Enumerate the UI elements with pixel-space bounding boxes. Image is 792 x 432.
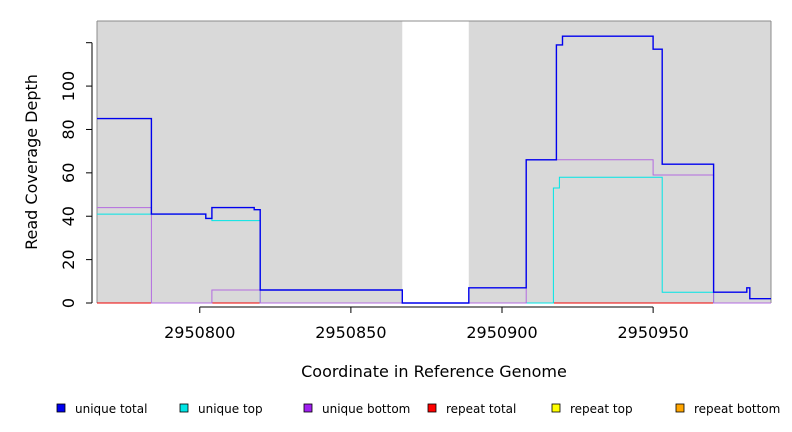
legend-label: repeat bottom (694, 402, 780, 416)
legend-item: unique total (56, 402, 147, 416)
legend-swatch (427, 403, 437, 413)
legend-item: repeat total (427, 402, 516, 416)
legend-swatch (56, 403, 66, 413)
x-axis-title: Coordinate in Reference Genome (301, 362, 567, 381)
series-layer (97, 35, 771, 304)
y-tick-label: 60 (59, 163, 78, 183)
legend-item: repeat bottom (675, 402, 780, 416)
legend-swatch (675, 403, 685, 413)
y-tick-label: 40 (59, 206, 78, 226)
y-tick-label: 20 (59, 249, 78, 269)
legend-item: unique top (179, 402, 263, 416)
x-tick-label: 2950900 (466, 323, 537, 342)
x-tick-label: 2950800 (164, 323, 235, 342)
y-tick-label: 100 (59, 71, 78, 102)
axes: 2950800 2950850 2950900 2950950 0 20 40 60 80 100 (59, 42, 689, 342)
series-line-unique-bottom (97, 159, 771, 304)
legend-item: unique bottom (303, 402, 410, 416)
legend-label: repeat top (570, 402, 633, 416)
plot-area (96, 20, 772, 303)
legend-swatch (303, 403, 313, 413)
legend-label: unique total (75, 402, 147, 416)
y-tick-label: 80 (59, 119, 78, 139)
legend: unique total unique top unique bottom repea… (56, 402, 780, 416)
series-line-unique-total (97, 35, 771, 304)
y-axis-title: Read Coverage Depth (22, 74, 41, 250)
legend-swatch (179, 403, 189, 413)
y-tick-label: 0 (59, 298, 78, 308)
coverage-background-left (97, 21, 403, 303)
legend-swatch (551, 403, 561, 413)
x-tick-label: 2950950 (617, 323, 688, 342)
coverage-background-right (468, 21, 771, 303)
legend-item: repeat top (551, 402, 633, 416)
legend-label: unique top (198, 402, 263, 416)
legend-label: repeat total (446, 402, 516, 416)
legend-label: unique bottom (322, 402, 410, 416)
x-tick-label: 2950850 (315, 323, 386, 342)
